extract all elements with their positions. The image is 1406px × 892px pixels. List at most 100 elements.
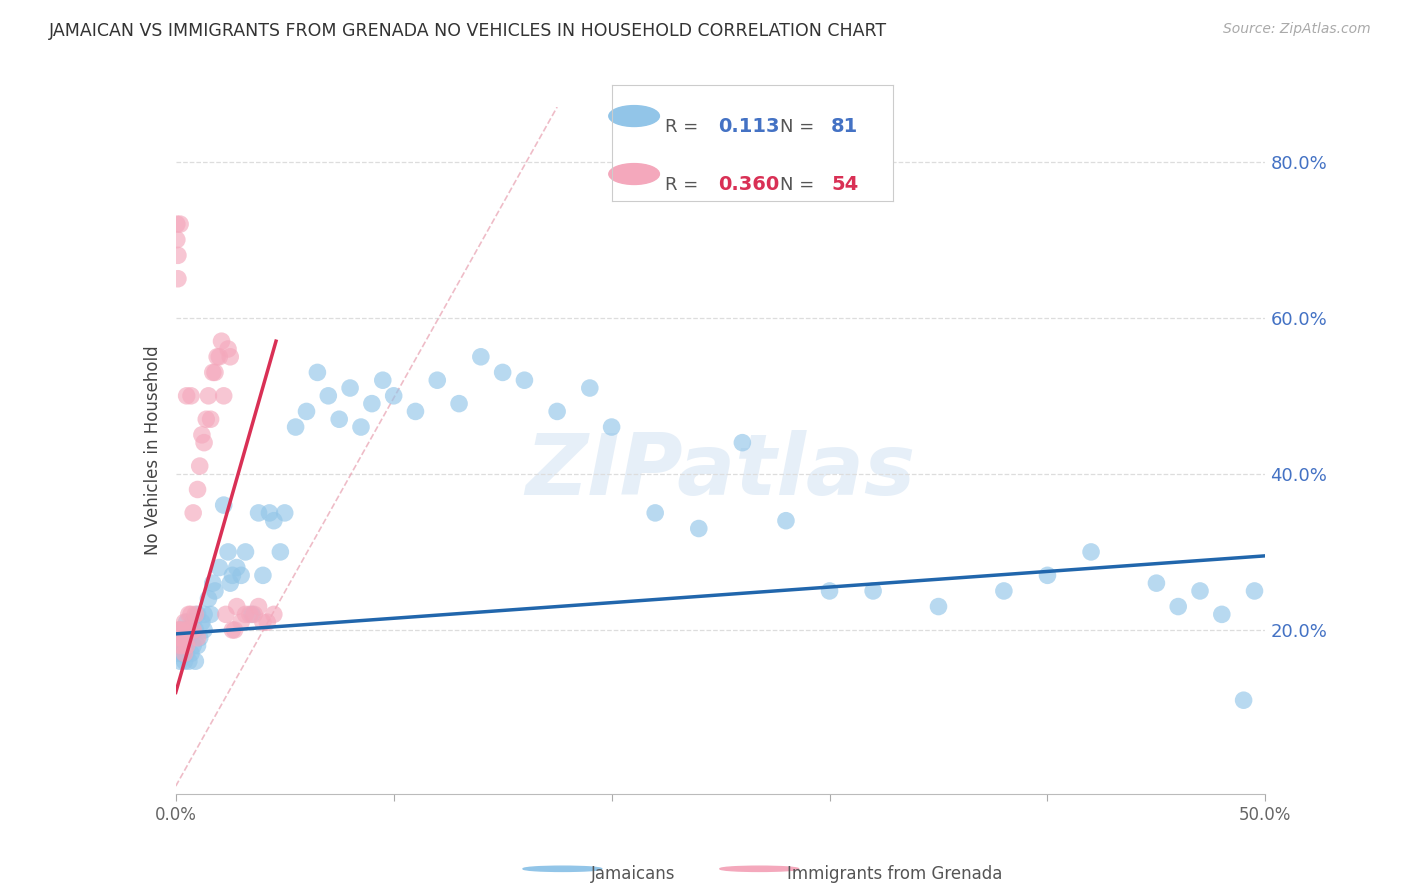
Point bbox=[263, 607, 285, 622]
Point bbox=[231, 568, 253, 582]
Point bbox=[167, 248, 190, 262]
Point bbox=[172, 623, 194, 637]
Point bbox=[169, 654, 191, 668]
Circle shape bbox=[720, 866, 799, 871]
Point bbox=[382, 389, 405, 403]
Point bbox=[191, 427, 214, 442]
Point bbox=[256, 615, 278, 630]
Text: ZIPatlas: ZIPatlas bbox=[526, 430, 915, 513]
Point bbox=[688, 521, 710, 535]
Text: JAMAICAN VS IMMIGRANTS FROM GRENADA NO VEHICLES IN HOUSEHOLD CORRELATION CHART: JAMAICAN VS IMMIGRANTS FROM GRENADA NO V… bbox=[49, 22, 887, 40]
Point bbox=[167, 631, 190, 645]
Point bbox=[184, 607, 207, 622]
Point bbox=[350, 420, 373, 434]
Point bbox=[360, 396, 382, 410]
Point bbox=[1080, 545, 1102, 559]
Point bbox=[169, 623, 191, 637]
Point bbox=[1167, 599, 1189, 614]
Point bbox=[1144, 576, 1167, 591]
Point bbox=[405, 404, 427, 418]
Text: R =: R = bbox=[665, 176, 704, 194]
Point bbox=[167, 623, 190, 637]
Point bbox=[1036, 568, 1059, 582]
Point bbox=[191, 615, 214, 630]
Point bbox=[181, 506, 204, 520]
Point bbox=[217, 342, 239, 356]
Point bbox=[173, 639, 195, 653]
Point bbox=[731, 435, 754, 450]
Point bbox=[212, 498, 235, 512]
Point bbox=[240, 607, 263, 622]
Point bbox=[219, 350, 242, 364]
Text: 0.360: 0.360 bbox=[718, 175, 780, 194]
Point bbox=[1211, 607, 1233, 622]
Point bbox=[224, 623, 246, 637]
Point bbox=[221, 568, 243, 582]
Point bbox=[201, 576, 224, 591]
Point bbox=[167, 639, 190, 653]
Point bbox=[176, 389, 198, 403]
Point bbox=[307, 366, 329, 380]
Point bbox=[328, 412, 350, 426]
Point bbox=[166, 233, 188, 247]
Point bbox=[184, 654, 207, 668]
Point bbox=[205, 350, 228, 364]
Point bbox=[169, 217, 191, 231]
Y-axis label: No Vehicles in Household: No Vehicles in Household bbox=[143, 345, 162, 556]
Point bbox=[180, 623, 202, 637]
Point bbox=[197, 591, 219, 606]
Point bbox=[186, 631, 209, 645]
Point bbox=[252, 568, 274, 582]
Point bbox=[247, 599, 270, 614]
Point bbox=[193, 623, 215, 637]
Point bbox=[339, 381, 361, 395]
Text: 0.113: 0.113 bbox=[718, 117, 780, 136]
Point bbox=[274, 506, 297, 520]
Circle shape bbox=[523, 866, 602, 871]
Point bbox=[173, 615, 195, 630]
Point bbox=[1243, 583, 1265, 598]
Point bbox=[177, 607, 200, 622]
Point bbox=[295, 404, 318, 418]
Text: 81: 81 bbox=[831, 117, 858, 136]
Point bbox=[252, 615, 274, 630]
Point bbox=[263, 514, 285, 528]
Text: R =: R = bbox=[665, 118, 704, 136]
Point bbox=[579, 381, 602, 395]
Circle shape bbox=[609, 105, 659, 127]
Point bbox=[188, 458, 211, 473]
Point bbox=[181, 639, 204, 653]
Point bbox=[318, 389, 340, 403]
Point bbox=[181, 623, 204, 637]
Point bbox=[173, 631, 195, 645]
Point bbox=[204, 366, 226, 380]
Point bbox=[225, 560, 247, 574]
Text: Jamaicans: Jamaicans bbox=[591, 865, 675, 883]
Point bbox=[169, 631, 191, 645]
Point bbox=[172, 639, 194, 653]
Point bbox=[167, 646, 190, 660]
Point bbox=[173, 646, 195, 660]
Text: N =: N = bbox=[780, 118, 820, 136]
Point bbox=[235, 545, 257, 559]
Point bbox=[169, 639, 191, 653]
Point bbox=[167, 631, 190, 645]
Point bbox=[269, 545, 291, 559]
Point bbox=[204, 583, 226, 598]
Point bbox=[239, 607, 262, 622]
Point bbox=[200, 607, 222, 622]
Point bbox=[225, 599, 247, 614]
Point bbox=[200, 412, 222, 426]
Point bbox=[600, 420, 623, 434]
Point bbox=[176, 623, 198, 637]
Point bbox=[188, 631, 211, 645]
Point bbox=[284, 420, 307, 434]
Point bbox=[186, 607, 209, 622]
Point bbox=[176, 615, 198, 630]
Point bbox=[177, 631, 200, 645]
Text: Immigrants from Grenada: Immigrants from Grenada bbox=[787, 865, 1002, 883]
Point bbox=[775, 514, 797, 528]
Point bbox=[172, 646, 194, 660]
Point bbox=[193, 607, 215, 622]
Point bbox=[447, 396, 470, 410]
